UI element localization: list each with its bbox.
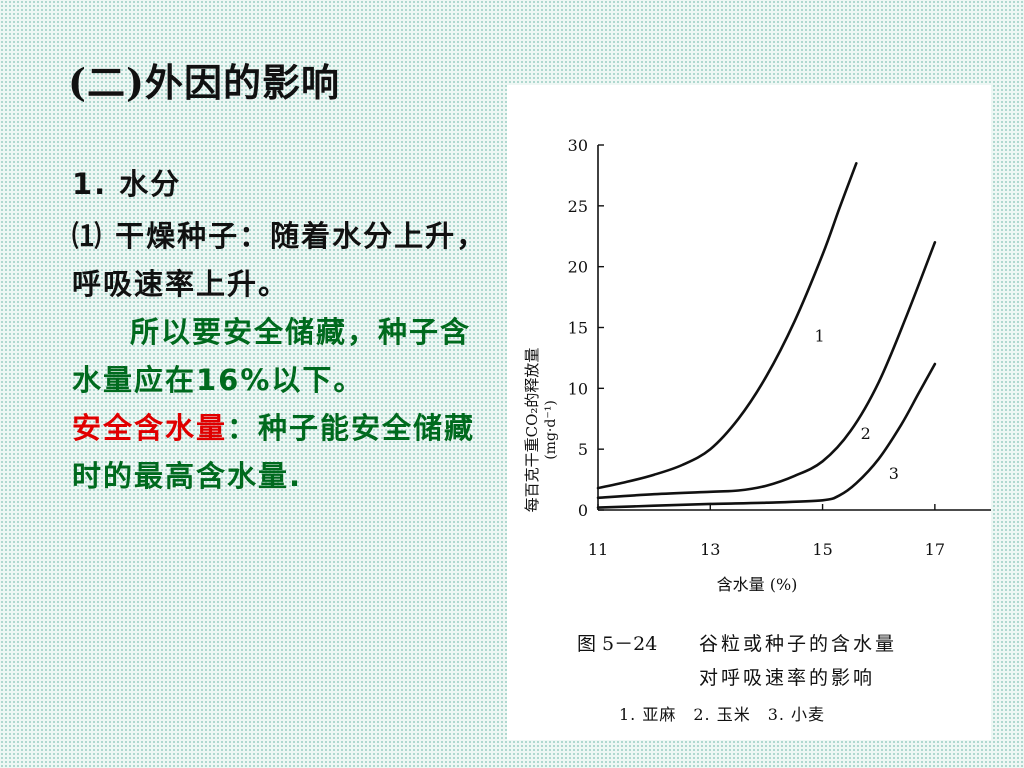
series-line-2 (596, 241, 937, 500)
safe-moisture-definition: 安全含水量：种子能安全储藏时的最高含水量. (72, 404, 492, 500)
storage-note: 所以要安全储藏，种子含水量应在16%以下。 (72, 315, 472, 397)
definition-term: 安全含水量 (72, 411, 228, 445)
figure-caption-number: 图 5－24 (577, 633, 658, 655)
figure-caption-title-1: 谷粒或种子的含水量 (699, 633, 898, 655)
x-tick-label: 17 (925, 540, 945, 559)
y-tick-label: 20 (568, 258, 588, 277)
y-tick-label: 15 (568, 319, 588, 338)
figure-caption-title-2: 对呼吸速率的影响 (699, 667, 876, 689)
series-line-1 (596, 162, 858, 490)
series-line-3 (596, 362, 937, 509)
series-label-3: 3 (889, 464, 899, 483)
point-dry-seeds: ⑴ 干燥种子：随着水分上升，呼吸速率上升。 (72, 219, 488, 301)
y-axis-unit: (mg·d⁻¹) (543, 400, 559, 460)
series-label-2: 2 (861, 424, 871, 443)
slide-body-text: 1. 水分 ⑴ 干燥种子：随着水分上升，呼吸速率上升。 所以要安全储藏，种子含水… (72, 160, 492, 500)
figure-panel: 11 13 15 17 0 5 10 15 20 25 30 1 2 3 含水量 (%) 每百克干重C… (507, 85, 991, 740)
x-tick-label: 15 (812, 540, 832, 559)
y-tick-label: 30 (568, 136, 588, 155)
y-tick-label: 5 (578, 440, 588, 459)
y-tick-label: 25 (568, 197, 588, 216)
figure-caption-legend: 1. 亚麻 2. 玉米 3. 小麦 (619, 705, 826, 724)
x-tick-label: 13 (700, 540, 720, 559)
definition-body: ：种子能安全储藏时的最高含水量. (72, 411, 476, 493)
series-label-1: 1 (815, 326, 825, 345)
respiration-chart: 11 13 15 17 0 5 10 15 20 25 30 1 2 3 含水量 (%) 每百克干重C… (523, 136, 991, 594)
y-tick-label: 0 (578, 501, 588, 520)
slide-title: (二)外因的影响 (68, 60, 340, 105)
y-tick-label: 10 (568, 379, 588, 398)
y-axis-label: 每百克干重CO₂的释放量 (523, 348, 541, 513)
x-tick-label: 11 (588, 540, 608, 559)
section-heading: 1. 水分 (72, 167, 182, 201)
x-axis-label: 含水量 (%) (717, 575, 798, 594)
